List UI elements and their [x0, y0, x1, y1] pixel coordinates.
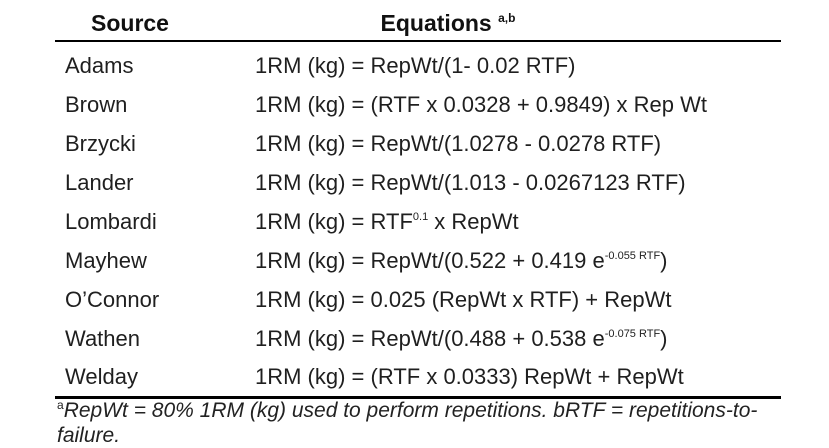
equation-suffix: ) — [660, 325, 668, 351]
table-row: Lander 1RM (kg) = RepWt/(1.013 - 0.02671… — [55, 163, 781, 202]
row-source: Welday — [55, 358, 245, 399]
equation-suffix: x RepWt — [428, 208, 519, 234]
table-row: Mayhew 1RM (kg) = RepWt/(0.522 + 0.419 e… — [55, 241, 781, 280]
row-source: Lombardi — [65, 208, 157, 234]
row-source: Wathen — [65, 325, 141, 351]
footnote-text: RepWt = 80% 1RM (kg) used to perform rep… — [57, 399, 758, 447]
equation-suffix: ) — [660, 247, 668, 273]
row-source: Mayhew — [65, 247, 147, 273]
row-equation: 1RM (kg) = (RTF x 0.0333) RepWt + RepWt — [245, 358, 781, 399]
equation-text: 1RM (kg) = RepWt/(0.488 + 0.538 e — [255, 325, 605, 351]
row-source: O’Connor — [65, 286, 160, 312]
table-row: Adams 1RM (kg) = RepWt/(1- 0.02 RTF) — [55, 41, 781, 85]
row-equation: 1RM (kg) = RepWt/(1- 0.02 RTF) — [245, 41, 781, 85]
header-source: Source — [55, 6, 245, 42]
row-equation: 1RM (kg) = RepWt/(1.013 - 0.0267123 RTF) — [245, 163, 781, 202]
header-equations-footnote-marker: a,b — [498, 10, 516, 25]
row-equation: 1RM (kg) = RepWt/(0.488 + 0.538 e-0.075 … — [245, 319, 781, 358]
header-source-label: Source — [91, 9, 169, 36]
equation-superscript: -0.075 RTF — [604, 327, 661, 340]
row-equation: 1RM (kg) = RepWt/(1.0278 - 0.0278 RTF) — [245, 124, 781, 163]
row-source: Brzycki — [65, 130, 136, 156]
row-equation: 1RM (kg) = 0.025 (RepWt x RTF) + RepWt — [245, 280, 781, 319]
equation-superscript: 0.1 — [412, 210, 429, 223]
table-row: O’Connor 1RM (kg) = 0.025 (RepWt x RTF) … — [55, 280, 781, 319]
row-source: Adams — [65, 52, 134, 78]
equations-table: Source Equations a,b Adams 1RM (kg) = Re… — [55, 6, 781, 399]
equation-text: 1RM (kg) = (RTF x 0.0333) RepWt + RepWt — [255, 364, 684, 389]
table-row: Lombardi 1RM (kg) = RTF0.1 x RepWt — [55, 202, 781, 241]
row-source: Lander — [65, 169, 134, 195]
equation-text: 1RM (kg) = 0.025 (RepWt x RTF) + RepWt — [255, 286, 672, 312]
footnote-marker: a — [57, 398, 64, 412]
table-row: Welday 1RM (kg) = (RTF x 0.0333) RepWt +… — [55, 358, 781, 399]
equation-text: 1RM (kg) = RTF — [255, 208, 413, 234]
equation-text: 1RM (kg) = (RTF x 0.0328 + 0.9849) x Rep… — [255, 91, 707, 117]
header-equations: Equations a,b — [245, 6, 781, 42]
table-header-row: Source Equations a,b — [55, 6, 781, 42]
table-row: Brown 1RM (kg) = (RTF x 0.0328 + 0.9849)… — [55, 85, 781, 124]
equation-text: 1RM (kg) = RepWt/(0.522 + 0.419 e — [255, 247, 605, 273]
equation-superscript: -0.055 RTF — [604, 249, 661, 262]
row-equation: 1RM (kg) = RTF0.1 x RepWt — [245, 202, 781, 241]
row-source: Brown — [65, 91, 128, 117]
equation-text: 1RM (kg) = RepWt/(1.0278 - 0.0278 RTF) — [255, 130, 662, 156]
table-row: Brzycki 1RM (kg) = RepWt/(1.0278 - 0.027… — [55, 124, 781, 163]
equation-text: 1RM (kg) = RepWt/(1- 0.02 RTF) — [255, 52, 576, 78]
header-equations-label: Equations — [380, 9, 492, 36]
table-footnote: aRepWt = 80% 1RM (kg) used to perform re… — [57, 393, 777, 448]
equation-text: 1RM (kg) = RepWt/(1.013 - 0.0267123 RTF) — [255, 169, 686, 195]
equations-table-container: Source Equations a,b Adams 1RM (kg) = Re… — [55, 6, 781, 399]
row-equation: 1RM (kg) = RepWt/(0.522 + 0.419 e-0.055 … — [245, 241, 781, 280]
table-row: Wathen 1RM (kg) = RepWt/(0.488 + 0.538 e… — [55, 319, 781, 358]
row-equation: 1RM (kg) = (RTF x 0.0328 + 0.9849) x Rep… — [245, 85, 781, 124]
